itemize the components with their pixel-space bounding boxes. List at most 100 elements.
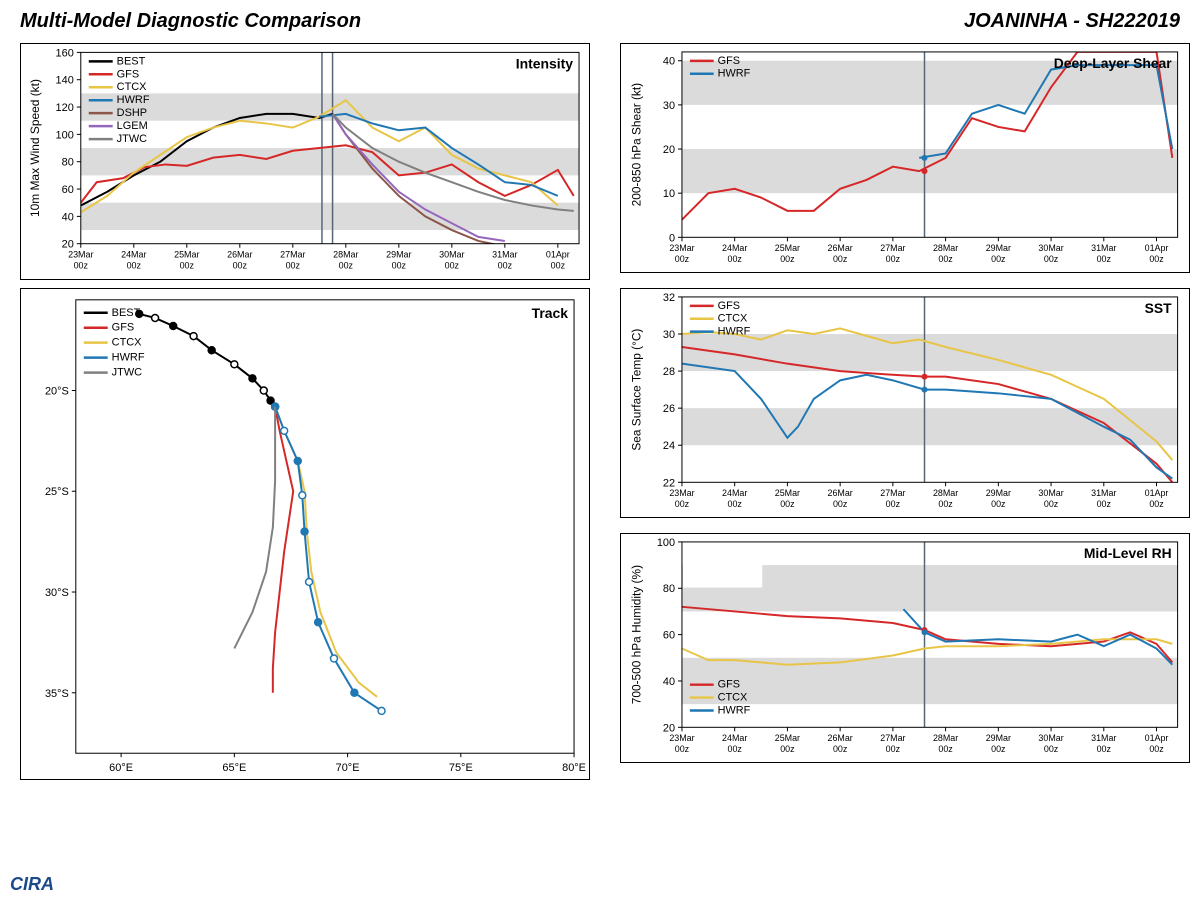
- svg-text:65°E: 65°E: [222, 762, 246, 774]
- svg-text:30Mar: 30Mar: [1038, 243, 1063, 253]
- svg-text:25Mar: 25Mar: [174, 250, 199, 260]
- svg-text:GFS: GFS: [718, 300, 740, 312]
- svg-text:00z: 00z: [780, 499, 795, 509]
- svg-text:24Mar: 24Mar: [722, 243, 747, 253]
- svg-text:31Mar: 31Mar: [1091, 243, 1116, 253]
- svg-text:80: 80: [663, 583, 675, 595]
- svg-text:GFS: GFS: [718, 55, 740, 67]
- svg-text:25Mar: 25Mar: [775, 488, 800, 498]
- svg-text:25Mar: 25Mar: [775, 243, 800, 253]
- svg-text:00z: 00z: [1097, 499, 1112, 509]
- svg-text:27Mar: 27Mar: [880, 733, 905, 743]
- svg-text:HWRF: HWRF: [112, 352, 145, 364]
- svg-text:00z: 00z: [1044, 254, 1059, 264]
- svg-text:23Mar: 23Mar: [669, 488, 694, 498]
- svg-text:27Mar: 27Mar: [880, 488, 905, 498]
- svg-text:00z: 00z: [1149, 499, 1164, 509]
- svg-text:00z: 00z: [780, 744, 795, 754]
- svg-text:Mid-Level RH: Mid-Level RH: [1084, 545, 1172, 561]
- svg-text:HWRF: HWRF: [117, 94, 150, 106]
- svg-text:00z: 00z: [675, 499, 690, 509]
- svg-text:GFS: GFS: [112, 322, 135, 334]
- svg-text:00z: 00z: [780, 254, 795, 264]
- shear-panel: 01020304023Mar00z24Mar00z25Mar00z26Mar00…: [620, 43, 1190, 273]
- svg-text:Sea Surface Temp (°C): Sea Surface Temp (°C): [629, 329, 643, 451]
- svg-text:00z: 00z: [1149, 254, 1164, 264]
- svg-text:00z: 00z: [233, 261, 248, 271]
- svg-text:26: 26: [663, 403, 675, 415]
- svg-text:28Mar: 28Mar: [333, 250, 358, 260]
- svg-text:40: 40: [663, 676, 675, 688]
- svg-text:00z: 00z: [886, 499, 901, 509]
- svg-text:DSHP: DSHP: [117, 107, 147, 119]
- svg-text:00z: 00z: [938, 254, 953, 264]
- svg-text:00z: 00z: [727, 744, 742, 754]
- intensity-panel: 2040608010012014016023Mar00z24Mar00z25Ma…: [20, 43, 590, 280]
- svg-text:10: 10: [663, 188, 675, 200]
- svg-text:00z: 00z: [938, 744, 953, 754]
- svg-text:80°E: 80°E: [562, 762, 586, 774]
- svg-text:25Mar: 25Mar: [775, 733, 800, 743]
- svg-text:GFS: GFS: [117, 68, 140, 80]
- rh-panel: 2040608010023Mar00z24Mar00z25Mar00z26Mar…: [620, 533, 1190, 763]
- svg-text:24Mar: 24Mar: [121, 250, 146, 260]
- svg-text:00z: 00z: [1044, 744, 1059, 754]
- svg-text:01Apr: 01Apr: [1145, 488, 1169, 498]
- svg-text:Deep-Layer Shear: Deep-Layer Shear: [1054, 55, 1172, 71]
- svg-text:28Mar: 28Mar: [933, 243, 958, 253]
- svg-text:JTWC: JTWC: [112, 367, 143, 379]
- svg-text:CTCX: CTCX: [718, 692, 748, 704]
- svg-text:20°S: 20°S: [45, 385, 69, 397]
- svg-text:100: 100: [657, 537, 675, 549]
- svg-text:31Mar: 31Mar: [1091, 488, 1116, 498]
- track-panel: 35°S30°S25°S20°S60°E65°E70°E75°E80°ETrac…: [20, 288, 590, 780]
- svg-text:26Mar: 26Mar: [227, 250, 252, 260]
- svg-text:40: 40: [62, 211, 74, 223]
- svg-text:01Apr: 01Apr: [546, 250, 570, 260]
- svg-text:01Apr: 01Apr: [1145, 243, 1169, 253]
- svg-text:30Mar: 30Mar: [1038, 733, 1063, 743]
- svg-text:29Mar: 29Mar: [386, 250, 411, 260]
- svg-text:00z: 00z: [74, 261, 89, 271]
- svg-text:LGEM: LGEM: [117, 120, 148, 132]
- svg-text:27Mar: 27Mar: [280, 250, 305, 260]
- svg-text:CTCX: CTCX: [112, 337, 143, 349]
- svg-text:00z: 00z: [833, 744, 848, 754]
- svg-text:00z: 00z: [675, 254, 690, 264]
- svg-text:28: 28: [663, 366, 675, 378]
- svg-text:29Mar: 29Mar: [986, 243, 1011, 253]
- svg-text:HWRF: HWRF: [718, 704, 751, 716]
- svg-text:29Mar: 29Mar: [986, 488, 1011, 498]
- svg-text:BEST: BEST: [117, 55, 146, 67]
- svg-text:40: 40: [663, 56, 675, 68]
- svg-text:00z: 00z: [445, 261, 460, 271]
- svg-text:120: 120: [56, 102, 74, 114]
- svg-text:00z: 00z: [991, 499, 1006, 509]
- svg-text:00z: 00z: [1044, 499, 1059, 509]
- svg-text:24Mar: 24Mar: [722, 488, 747, 498]
- svg-text:00z: 00z: [180, 261, 195, 271]
- page-title-right: JOANINHA - SH222019: [964, 10, 1180, 33]
- svg-text:24: 24: [663, 440, 675, 452]
- svg-text:30°S: 30°S: [45, 587, 69, 599]
- svg-text:24Mar: 24Mar: [722, 733, 747, 743]
- svg-text:00z: 00z: [727, 499, 742, 509]
- svg-text:00z: 00z: [1149, 744, 1164, 754]
- svg-text:Track: Track: [532, 305, 569, 321]
- svg-text:00z: 00z: [991, 254, 1006, 264]
- svg-text:GFS: GFS: [718, 679, 740, 691]
- svg-text:00z: 00z: [886, 254, 901, 264]
- svg-text:200-850 hPa Shear (kt): 200-850 hPa Shear (kt): [629, 83, 643, 206]
- svg-text:00z: 00z: [675, 744, 690, 754]
- svg-text:00z: 00z: [833, 499, 848, 509]
- svg-text:00z: 00z: [833, 254, 848, 264]
- svg-text:HWRF: HWRF: [718, 326, 751, 338]
- cira-logo: CIRA: [10, 874, 54, 895]
- svg-text:28Mar: 28Mar: [933, 488, 958, 498]
- svg-text:00z: 00z: [392, 261, 407, 271]
- svg-text:SST: SST: [1145, 300, 1172, 316]
- svg-text:100: 100: [56, 129, 74, 141]
- sst-panel: 22242628303223Mar00z24Mar00z25Mar00z26Ma…: [620, 288, 1190, 518]
- svg-text:60: 60: [62, 184, 74, 196]
- page-title-left: Multi-Model Diagnostic Comparison: [20, 10, 361, 33]
